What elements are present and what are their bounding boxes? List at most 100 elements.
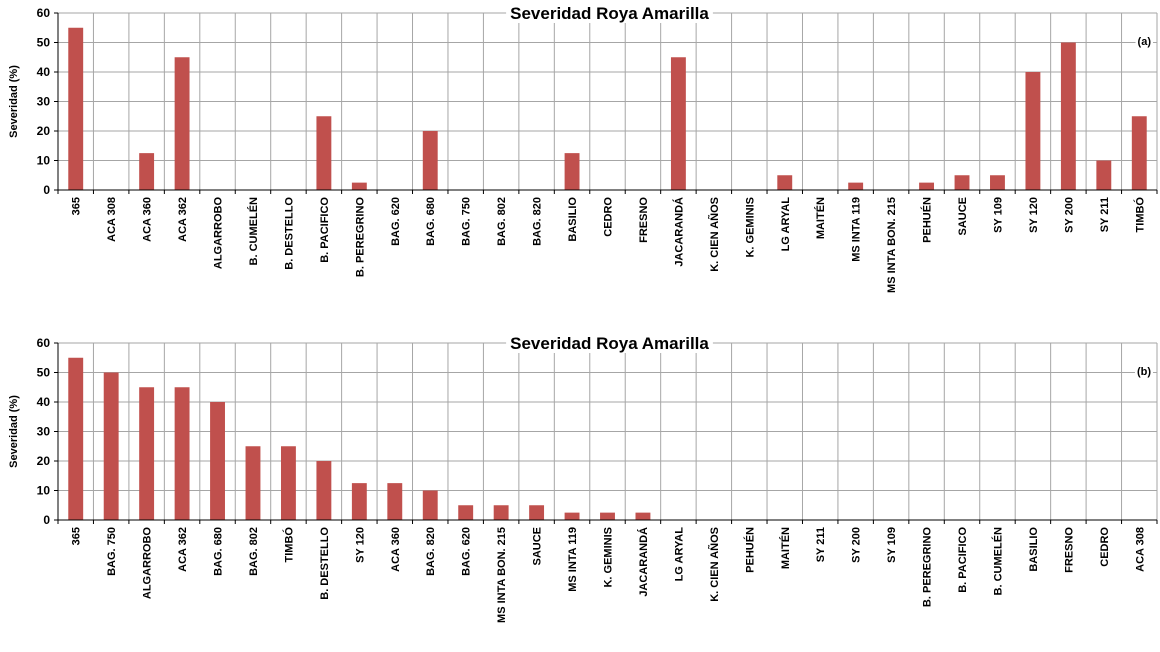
bar (68, 27, 84, 190)
bar (777, 175, 793, 190)
bar (139, 387, 155, 520)
bar (422, 131, 438, 190)
axes (54, 12, 1158, 194)
y-tick-label: 60 (37, 336, 51, 350)
y-tick-label: 10 (37, 154, 51, 168)
bar (990, 175, 1005, 190)
x-tick-label: K. GEMINIS (603, 527, 615, 588)
x-tick-label: B. PEREGRINO (354, 197, 366, 278)
panel-label: (a) (1138, 36, 1152, 48)
bar (954, 175, 970, 190)
bar (103, 372, 119, 520)
x-tick-label: BAG. 802 (248, 527, 260, 576)
y-tick-label: 50 (37, 366, 51, 380)
x-tick-label: BASILIO (567, 197, 579, 242)
y-tick-label: 40 (37, 65, 51, 79)
x-tick-label: LG ARYAL (673, 527, 685, 582)
x-tick-label: MS INTA 119 (851, 197, 863, 262)
x-tick-label: ACA 362 (177, 197, 189, 242)
bar (493, 505, 509, 520)
tick-labels: 0 10 20 30 40 50 60 365 ACA 308 ACA 360 ACA 362 ALG… (37, 6, 1147, 293)
bar (1131, 116, 1147, 190)
x-tick-label: BAG. 820 (532, 197, 544, 246)
bar (245, 446, 261, 520)
bar (529, 505, 545, 520)
chart-title-backing (506, 3, 713, 23)
x-tick-label: K. CIEN AÑOS (708, 527, 721, 602)
x-tick-label: SY 211 (815, 527, 827, 562)
bar (174, 57, 190, 190)
bar (564, 153, 580, 190)
y-tick-label: 0 (43, 513, 50, 527)
bar (280, 446, 296, 520)
bar (422, 490, 438, 520)
x-tick-label: SY 120 (1028, 197, 1040, 233)
x-tick-label: TIMBÓ (282, 527, 295, 563)
chart-title-backing (506, 333, 713, 353)
x-tick-label: B. DESTELLO (319, 527, 331, 600)
bar (848, 182, 864, 190)
x-tick-label: BAG. 750 (461, 197, 473, 246)
x-tick-label: PEHUÉN (743, 527, 756, 573)
bar (635, 512, 651, 520)
x-tick-label: PEHUÉN (921, 197, 934, 243)
bars (68, 357, 651, 520)
bar (387, 483, 403, 520)
bar (351, 483, 367, 520)
x-tick-label: MS INTA BON. 215 (496, 527, 508, 623)
x-tick-label: BAG. 680 (213, 527, 225, 576)
bar (458, 505, 474, 520)
x-tick-label: B. CUMELÉN (247, 197, 260, 266)
x-tick-label: CEDRO (603, 197, 615, 237)
y-tick-label: 30 (37, 425, 51, 439)
y-axis-label: Severidad (%) (8, 395, 20, 468)
bar (1060, 42, 1076, 190)
x-tick-label: ACA 360 (390, 527, 402, 572)
x-tick-label: B. PEREGRINO (922, 527, 934, 608)
y-tick-label: 10 (37, 484, 51, 498)
chart-panel-a: 0 10 20 30 40 50 60 365 ACA 308 ACA 360 ACA 362 ALG… (8, 3, 1158, 293)
chart-title: Severidad Roya Amarilla (510, 4, 709, 23)
x-tick-label: FRESNO (638, 197, 650, 243)
bars (68, 27, 1147, 190)
x-tick-label: ACA 362 (177, 527, 189, 572)
x-tick-label: 365 (71, 527, 83, 545)
y-tick-label: 40 (37, 395, 51, 409)
panel-label-backing (1134, 364, 1153, 379)
bar (174, 387, 190, 520)
x-tick-label: SY 109 (992, 197, 1004, 233)
panel-label-backing (1135, 34, 1153, 49)
x-tick-label: CEDRO (1099, 527, 1111, 567)
x-tick-label: K. GEMINIS (744, 197, 756, 258)
bar (351, 182, 367, 190)
bar (1025, 72, 1041, 190)
chart-panel-b: 0 10 20 30 40 50 60 365 BAG. 750 ALGARROBO ACA 362… (8, 333, 1158, 623)
y-axis-label: Severidad (%) (8, 65, 20, 138)
x-tick-label: K. CIEN AÑOS (708, 197, 721, 272)
x-tick-label: SY 109 (886, 527, 898, 563)
x-tick-label: SY 211 (1099, 197, 1111, 232)
gridlines (58, 342, 1158, 520)
chart-title: Severidad Roya Amarilla (510, 334, 709, 353)
x-tick-label: ALGARROBO (142, 527, 154, 600)
bar (210, 402, 225, 520)
gridlines (58, 12, 1158, 190)
bar (316, 116, 332, 190)
bar (670, 57, 686, 190)
y-tick-label: 20 (37, 454, 51, 468)
y-tick-label: 0 (43, 183, 50, 197)
x-tick-label: ALGARROBO (213, 197, 225, 270)
x-tick-label: FRESNO (1063, 527, 1075, 573)
y-tick-label: 20 (37, 124, 51, 138)
x-tick-label: MAITÉN (814, 197, 827, 239)
x-tick-label: SAUCE (957, 197, 969, 236)
bar (919, 182, 935, 190)
x-tick-label: ACA 360 (142, 197, 154, 242)
x-tick-label: JACARANDÁ (672, 197, 685, 267)
bar (1096, 160, 1112, 190)
axes (54, 342, 1158, 524)
x-tick-label: B. PACIFICO (319, 197, 331, 263)
x-tick-label: MAITÉN (779, 527, 792, 569)
x-tick-label: B. CUMELÉN (991, 527, 1004, 596)
